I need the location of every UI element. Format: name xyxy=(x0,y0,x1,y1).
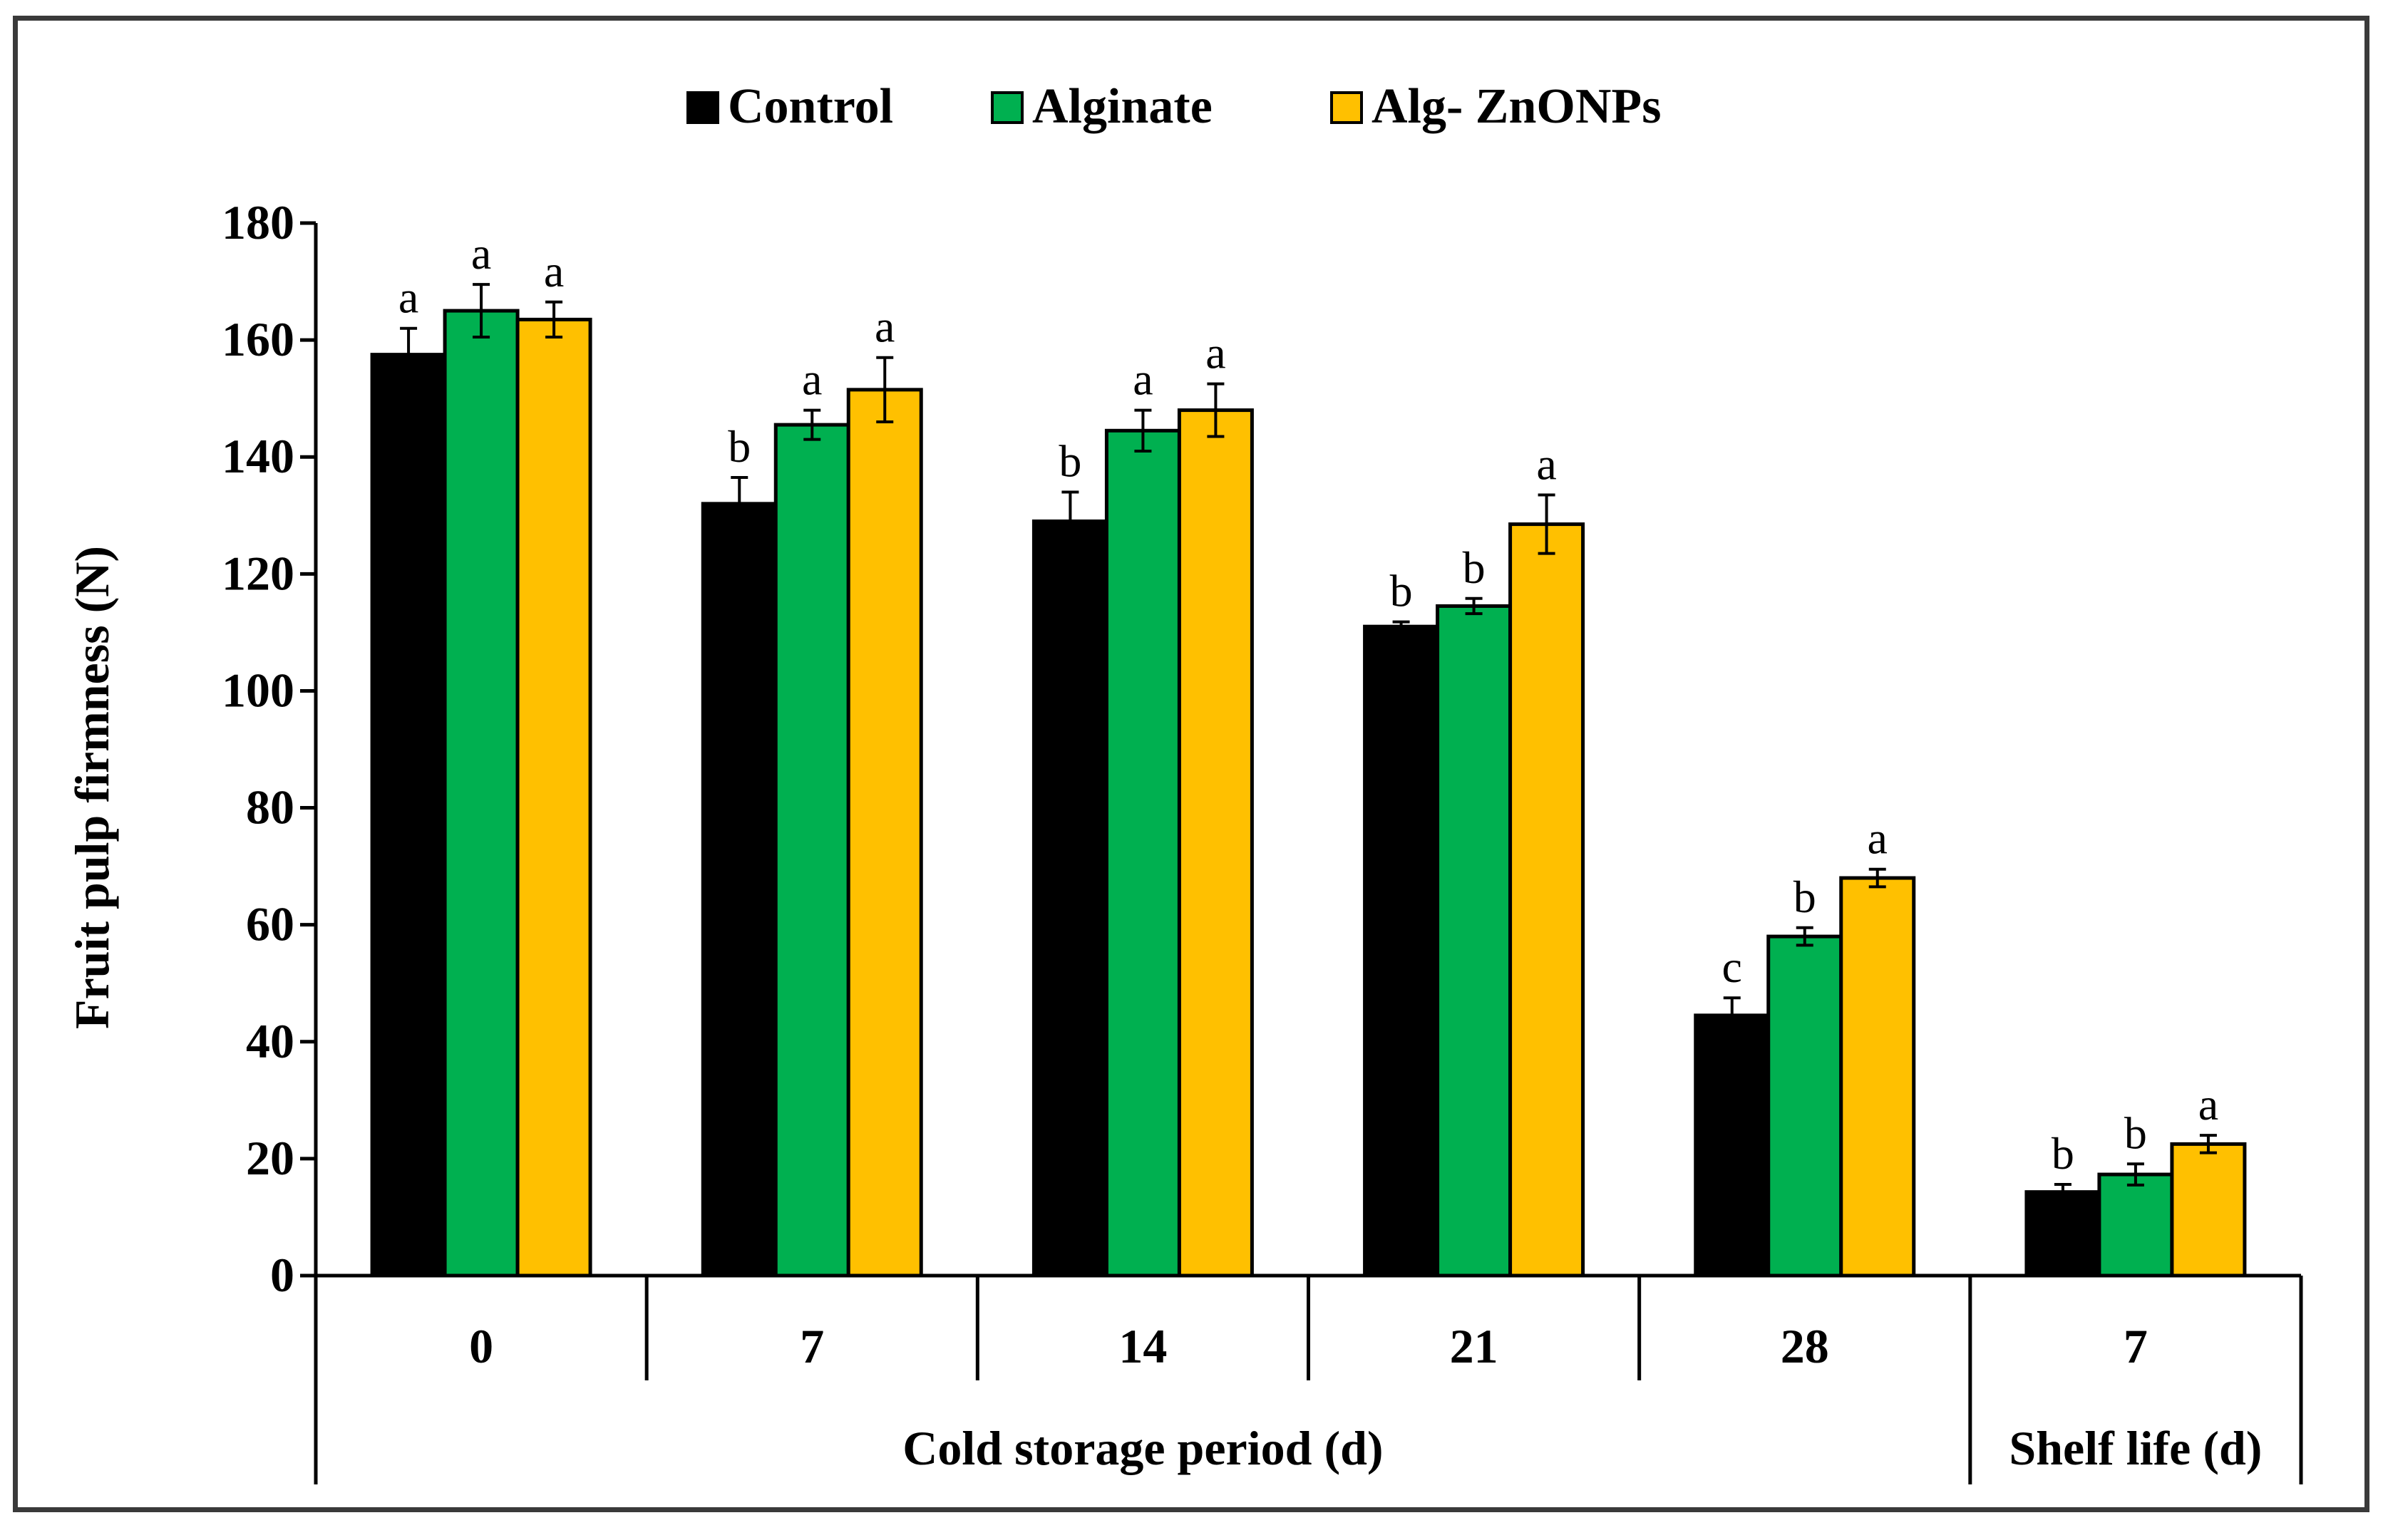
y-tick-label: 60 xyxy=(246,897,294,951)
significance-letter: b xyxy=(1390,566,1413,616)
bar-alg-znonps xyxy=(846,388,923,1278)
y-tick-label: 80 xyxy=(246,780,294,834)
significance-letter: a xyxy=(2198,1079,2218,1130)
significance-letter: a xyxy=(1868,813,1888,864)
x-tick-label: 7 xyxy=(2124,1319,2148,1373)
significance-letter: b xyxy=(2052,1128,2074,1179)
bar-alginate xyxy=(1104,428,1181,1278)
y-tick-label: 140 xyxy=(222,429,294,483)
y-axis: 0 20 40 60 80 100 120 140 160 180 xyxy=(222,195,318,1302)
significance-letter: c xyxy=(1722,941,1742,992)
x-tick-label: 21 xyxy=(1450,1319,1498,1373)
bar-alginate xyxy=(773,423,850,1278)
significance-letter: b xyxy=(1059,435,1081,486)
legend: Control Alginate Alg- ZnONPs xyxy=(686,79,1661,134)
bar-control xyxy=(1694,1013,1771,1278)
bar-control xyxy=(1031,519,1108,1278)
y-axis-label: Fruit pulp firmness (N) xyxy=(65,546,119,1029)
y-tick-label: 100 xyxy=(222,663,294,717)
bar-control xyxy=(2024,1190,2101,1278)
legend-label: Alg- ZnONPs xyxy=(1371,79,1661,134)
y-tick-label: 160 xyxy=(222,312,294,366)
y-tick-label: 120 xyxy=(222,546,294,600)
significance-letter: b xyxy=(1793,872,1816,922)
x-tick-label: 7 xyxy=(800,1319,824,1373)
x-group-label: Shelf life (d) xyxy=(2009,1421,2262,1475)
bar-alginate xyxy=(2097,1172,2174,1278)
bar-alginate xyxy=(1436,604,1513,1278)
bar-alg-znonps xyxy=(1839,876,1916,1278)
bar-alginate xyxy=(443,309,520,1278)
legend-label: Control xyxy=(728,79,893,134)
bar-control xyxy=(370,353,447,1278)
significance-letter: b xyxy=(728,421,751,472)
significance-letter: a xyxy=(544,246,564,296)
x-group-label: Cold storage period (d) xyxy=(902,1421,1383,1475)
y-tick-label: 180 xyxy=(222,195,294,249)
x-tick-label: 0 xyxy=(469,1319,493,1373)
y-tick-label: 0 xyxy=(270,1248,294,1302)
y-tick-label: 40 xyxy=(246,1014,294,1068)
significance-letter: a xyxy=(398,272,418,323)
bar-control xyxy=(1363,624,1440,1278)
x-tick-label: 14 xyxy=(1118,1319,1167,1373)
significance-letter: a xyxy=(802,354,822,405)
y-tick-label: 20 xyxy=(246,1131,294,1185)
significance-letter: b xyxy=(1463,542,1486,593)
significance-letter: b xyxy=(2124,1107,2147,1158)
legend-swatch-alg-znonps xyxy=(1330,91,1363,124)
bar-alg-znonps xyxy=(2170,1142,2247,1278)
bar-alg-znonps xyxy=(1177,408,1254,1278)
significance-letter: a xyxy=(875,301,895,352)
significance-letter: a xyxy=(1133,354,1153,405)
significance-letter: a xyxy=(471,228,491,279)
bar-alginate xyxy=(1766,934,1843,1278)
legend-swatch-alginate xyxy=(991,91,1024,124)
bar-control xyxy=(701,502,778,1278)
x-tick-label: 28 xyxy=(1781,1319,1829,1373)
bar-alg-znonps xyxy=(1508,522,1585,1278)
legend-swatch-control xyxy=(686,91,719,124)
x-axis: 0 7 14 21 28 7 Cold storage period (d) Shelf li… xyxy=(314,1273,2303,1484)
significance-letter: a xyxy=(1205,328,1225,378)
legend-label: Alginate xyxy=(1032,79,1213,134)
significance-letter: a xyxy=(1536,439,1556,490)
bar-alg-znonps xyxy=(515,317,592,1278)
